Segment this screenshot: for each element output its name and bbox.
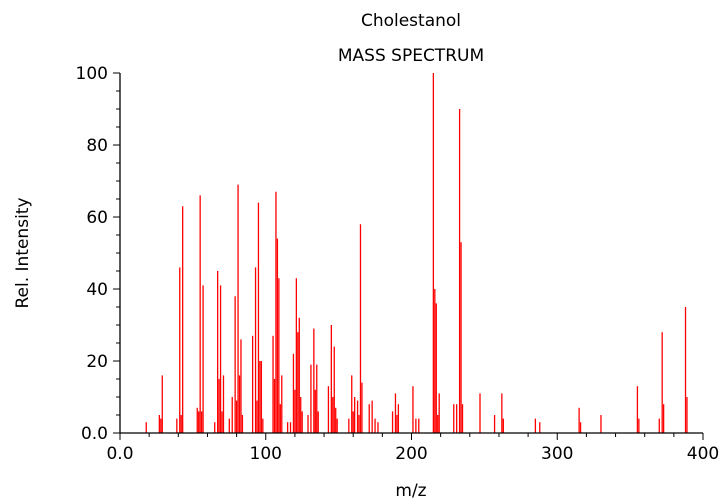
peak-bars <box>145 73 688 433</box>
chart-subtitle: MASS SPECTRUM <box>338 46 484 66</box>
x-tick-label: 200 <box>395 444 427 464</box>
y-tick-label: 60 <box>86 208 108 228</box>
chart-title: Cholestanol <box>361 11 461 31</box>
x-tick-label: 100 <box>250 444 282 464</box>
x-tick-label: 0.0 <box>106 444 133 464</box>
y-tick-label: 80 <box>86 136 108 156</box>
x-axis-label: m/z <box>395 481 426 501</box>
x-tick-label: 400 <box>687 444 719 464</box>
y-tick-label: 20 <box>86 352 108 372</box>
y-tick-label: 0.0 <box>81 424 108 444</box>
plot-frame <box>119 73 703 434</box>
x-tick-label: 300 <box>541 444 573 464</box>
y-axis-label: Rel. Intensity <box>13 197 33 308</box>
y-tick-label: 100 <box>76 64 108 84</box>
axis-ticks: 0.0 100 200 300 400 0.0 20 40 60 80 100 <box>76 64 720 464</box>
y-tick-label: 40 <box>86 280 108 300</box>
